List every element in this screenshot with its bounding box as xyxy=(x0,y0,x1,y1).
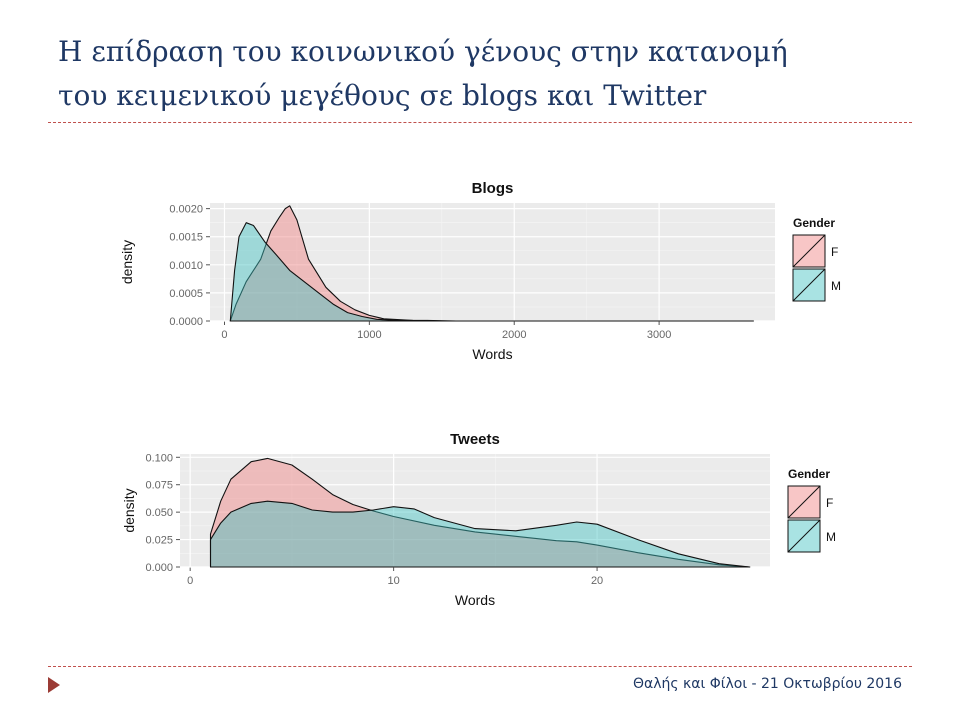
chart-title: Blogs xyxy=(472,180,514,197)
x-tick-label: 10 xyxy=(387,575,399,587)
legend-label-F: F xyxy=(826,496,833,510)
y-tick-label: 0.025 xyxy=(145,535,173,547)
y-tick-label: 0.0000 xyxy=(169,316,203,328)
legend-label-F: F xyxy=(831,245,838,259)
legend-label-M: M xyxy=(831,279,841,293)
density-area-M xyxy=(209,500,751,568)
y-axis-label: density xyxy=(119,240,135,284)
legend-key-slash xyxy=(787,519,821,553)
legend-title: Gender xyxy=(788,467,830,481)
y-tick-label: 0.0020 xyxy=(169,204,203,216)
slide-title-line-2: του κειμενικού μεγέθους σε blogs και Twi… xyxy=(58,79,707,112)
x-tick-label: 0 xyxy=(187,575,193,587)
density-area-M xyxy=(229,222,754,322)
footer-arrow-icon xyxy=(48,677,60,693)
chart-title: Tweets xyxy=(450,431,500,448)
x-tick-label: 3000 xyxy=(647,329,671,341)
y-tick-label: 0.0005 xyxy=(169,288,203,300)
x-axis-label: Words xyxy=(472,346,512,362)
y-tick-label: 0.000 xyxy=(145,562,173,574)
legend-title: Gender xyxy=(793,216,835,230)
top-divider xyxy=(48,122,912,123)
y-tick-label: 0.050 xyxy=(145,507,173,519)
footer-text: Θαλής και Φίλοι - 21 Οκτωβρίου 2016 xyxy=(632,676,902,692)
legend-key-slash xyxy=(792,268,826,302)
slide-title: Η επίδραση του κοινωνικού γένους στην κα… xyxy=(58,30,918,118)
y-tick-label: 0.100 xyxy=(145,452,173,464)
legend-label-M: M xyxy=(826,530,836,544)
y-tick-label: 0.0015 xyxy=(169,232,203,244)
density-area-F xyxy=(209,457,751,568)
x-tick-label: 0 xyxy=(221,329,227,341)
slide-title-line-1: Η επίδραση του κοινωνικού γένους στην κα… xyxy=(58,35,788,68)
x-axis-label: Words xyxy=(455,592,495,608)
legend-key-slash xyxy=(792,234,826,268)
x-tick-label: 2000 xyxy=(502,329,526,341)
blogs-density-chart: 0 1000 2000 3000 0.0000 0.0005 0.0010 0.0015 0.0… xyxy=(119,180,841,362)
tweets-density-chart: 0 10 20 0.000 0.025 0.050 0.075 0.100 Tweets Word… xyxy=(121,431,836,608)
y-tick-label: 0.075 xyxy=(145,480,173,492)
x-tick-label: 1000 xyxy=(357,329,381,341)
y-tick-label: 0.0010 xyxy=(169,260,203,272)
x-tick-label: 20 xyxy=(591,575,603,587)
plot-panel xyxy=(180,454,770,567)
bottom-divider xyxy=(48,666,912,667)
y-axis-label: density xyxy=(121,488,137,532)
legend-key-slash xyxy=(787,485,821,519)
